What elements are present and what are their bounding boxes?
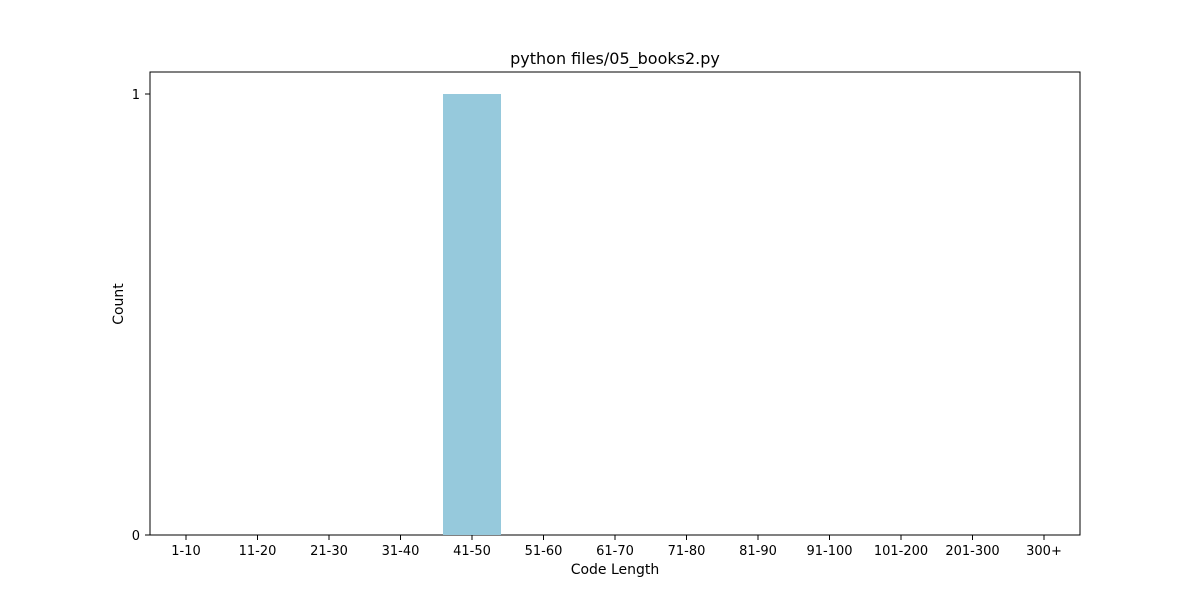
x-tick-label: 81-90 bbox=[739, 544, 777, 559]
x-axis-ticks: 1-10 11-20 21-30 31-40 41-50 51-60 61-70 71-80 8… bbox=[171, 535, 1062, 559]
x-tick-label: 1-10 bbox=[171, 544, 201, 559]
bar-41-50 bbox=[443, 94, 501, 535]
chart-title: python files/05_books2.py bbox=[510, 49, 720, 69]
x-tick-label: 21-30 bbox=[310, 544, 348, 559]
x-tick-label: 91-100 bbox=[806, 544, 852, 559]
x-tick-label: 71-80 bbox=[668, 544, 706, 559]
y-axis-label: Count bbox=[111, 283, 127, 325]
x-tick-label: 11-20 bbox=[239, 544, 277, 559]
y-axis-ticks: 01 bbox=[132, 88, 150, 544]
x-tick-label: 31-40 bbox=[382, 544, 420, 559]
bars-layer bbox=[443, 94, 501, 535]
x-tick-label: 300+ bbox=[1026, 544, 1062, 559]
y-tick-label: 0 bbox=[132, 529, 140, 544]
x-tick-label: 41-50 bbox=[453, 544, 491, 559]
x-tick-label: 201-300 bbox=[945, 544, 999, 559]
y-tick-label: 1 bbox=[132, 88, 140, 103]
x-tick-label: 61-70 bbox=[596, 544, 634, 559]
plot-area-frame bbox=[149, 71, 1081, 536]
x-tick-label: 51-60 bbox=[525, 544, 563, 559]
x-axis-label: Code Length bbox=[571, 562, 660, 578]
x-tick-label: 101-200 bbox=[874, 544, 928, 559]
